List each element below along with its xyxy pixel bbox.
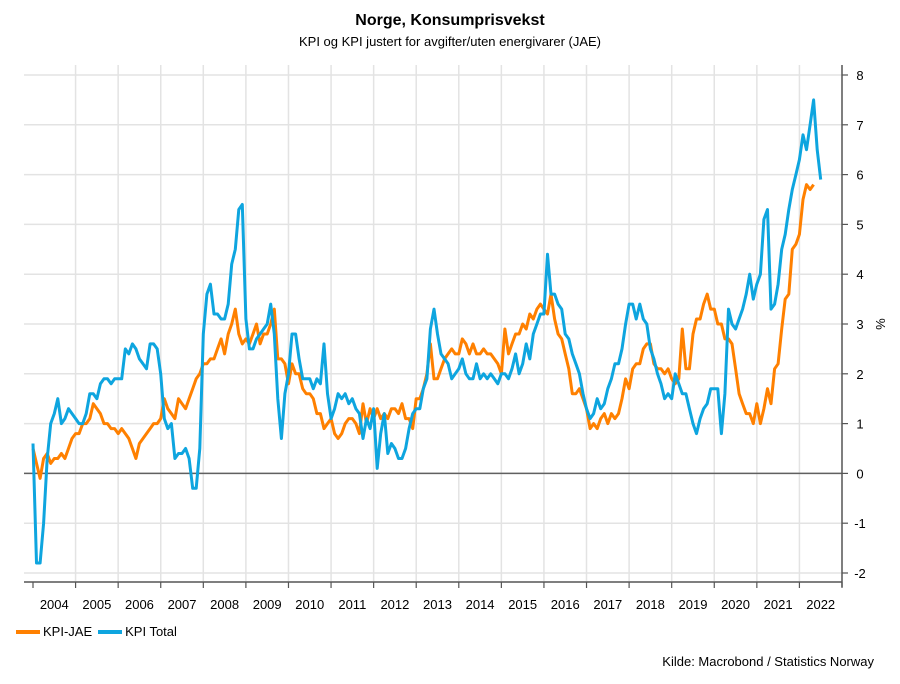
y-tick-label: 1 [856,417,863,432]
x-tick-label: 2009 [253,597,282,612]
x-tick-label: 2016 [551,597,580,612]
x-tick-labels: 2004 2005 2006 2007 2008 2009 2010 2011 2012 2013… [40,597,835,612]
x-tick-label: 2006 [125,597,154,612]
legend-item-kpi-total[interactable]: KPI Total [98,624,177,639]
legend-label-kpi-jae: KPI-JAE [43,624,93,639]
y-tick-label: 6 [856,168,863,183]
x-tick-label: 2017 [593,597,622,612]
y-axis-label: % [873,318,888,330]
legend-swatch-kpi-total [98,629,123,634]
x-tick-label: 2011 [338,597,366,612]
x-tick-label: 2013 [423,597,452,612]
x-tick-label: 2010 [295,597,324,612]
x-tick-label: 2014 [466,597,495,612]
x-tick-label: 2020 [721,597,750,612]
x-tick-label: 2018 [636,597,665,612]
y-tick-label: 4 [856,267,863,282]
chart-subtitle: KPI og KPI justert for avgifter/uten ene… [298,34,602,49]
legend-label-kpi-total: KPI Total [125,624,177,639]
y-tick-label: -2 [854,566,866,581]
source-note: Kilde: Macrobond / Statistics Norway [662,654,874,669]
series-group [31,98,823,565]
x-tick-label: 2012 [380,597,409,612]
y-tick-label: -1 [854,516,866,531]
y-tick-label: 2 [856,367,863,382]
x-tick-label: 2019 [679,597,708,612]
y-tick-label: 8 [856,68,863,83]
legend-item-kpi-jae[interactable]: KPI-JAE [16,624,92,639]
x-tick-label: 2015 [508,597,537,612]
legend-swatch-kpi-jae [16,629,40,634]
x-tick-label: 2008 [210,597,239,612]
grid-lines [24,65,842,581]
y-tick-label: 5 [856,217,863,232]
series-line-kpi-total [31,98,823,565]
chart-title: Norge, Konsumprisvekst [355,12,545,29]
x-tick-label: 2004 [40,597,69,612]
x-tick-label: 2007 [168,597,197,612]
legend: KPI-JAE KPI Total [16,624,183,639]
y-tick-label: 7 [856,118,863,133]
x-tick-label: 2021 [764,597,793,612]
y-tick-labels: 8 7 6 5 4 3 2 1 0 -1 -2 [854,68,866,581]
axes-group [24,65,848,588]
y-tick-label: 3 [856,317,863,332]
y-tick-label: 0 [856,466,863,481]
x-tick-label: 2005 [82,597,111,612]
x-tick-label: 2022 [806,597,835,612]
